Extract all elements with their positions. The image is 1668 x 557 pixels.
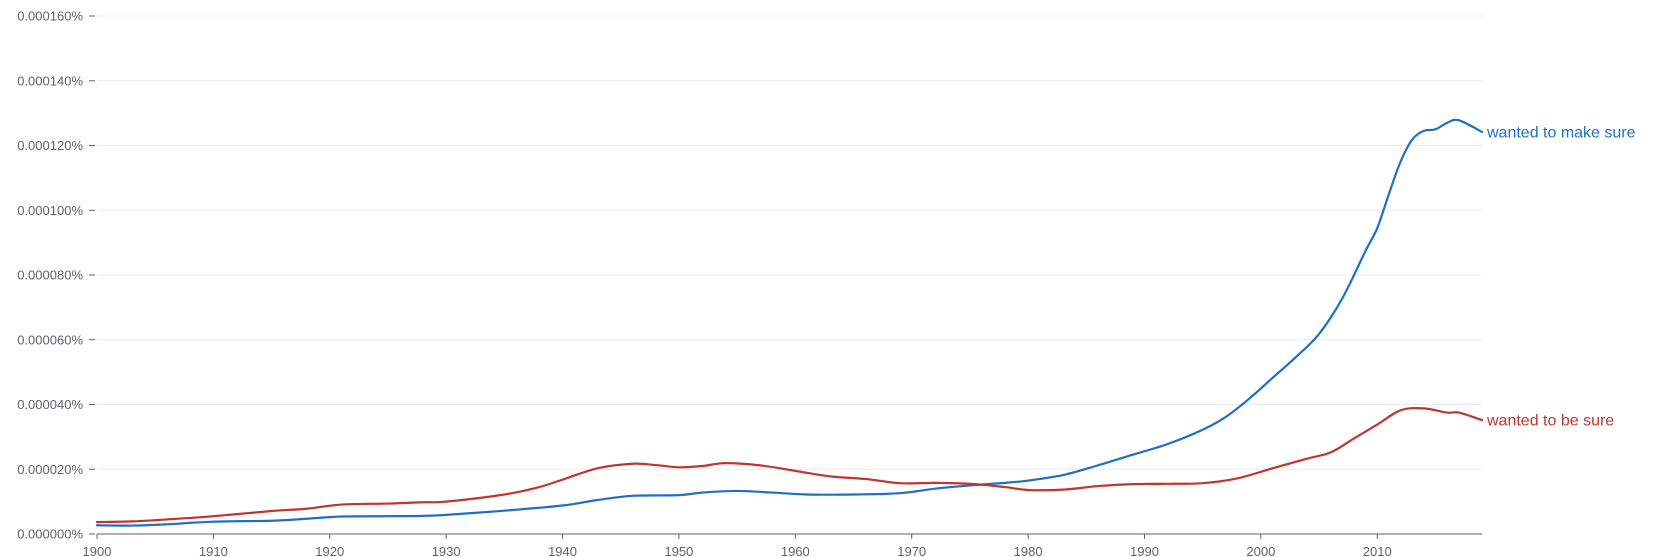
y-tick-label: 0.000100%	[17, 203, 83, 218]
y-tick-label: 0.000040%	[17, 397, 83, 412]
y-tick-label: 0.000140%	[17, 73, 83, 88]
series-label-wanted-to-be-sure: wanted to be sure	[1486, 413, 1614, 430]
series-label-wanted-to-make-sure: wanted to make sure	[1486, 124, 1636, 141]
x-tick-label: 1980	[1014, 544, 1043, 557]
x-tick-label: 2010	[1363, 544, 1392, 557]
y-tick-label: 0.000160%	[17, 9, 83, 24]
y-tick-label: 0.000020%	[17, 462, 83, 477]
x-tick-label: 1940	[548, 544, 577, 557]
series-line-wanted-to-make-sure	[95, 118, 1484, 527]
x-tick-label: 2000	[1246, 544, 1275, 557]
x-tick-label: 1970	[897, 544, 926, 557]
y-tick-label: 0.000120%	[17, 138, 83, 153]
x-tick-label: 1910	[199, 544, 228, 557]
y-tick-label: 0.000000%	[17, 527, 83, 542]
x-tick-label: 1990	[1130, 544, 1159, 557]
series-layer	[95, 118, 1484, 527]
grid-layer	[97, 15, 1482, 470]
series-line-wanted-to-be-sure	[95, 407, 1484, 524]
y-tick-label: 0.000060%	[17, 332, 83, 347]
x-tick-label: 1900	[83, 544, 112, 557]
series-label-layer: wanted to make sure wanted to be sure	[1486, 124, 1636, 429]
y-tick-label: 0.000080%	[17, 268, 83, 283]
axis-layer: 0.000000% 0.000020% 0.000040% 0.000060% 0.00…	[17, 9, 1482, 557]
x-tick-label: 1950	[664, 544, 693, 557]
x-tick-label: 1960	[781, 544, 810, 557]
x-tick-label: 1930	[432, 544, 461, 557]
x-tick-label: 1920	[315, 544, 344, 557]
